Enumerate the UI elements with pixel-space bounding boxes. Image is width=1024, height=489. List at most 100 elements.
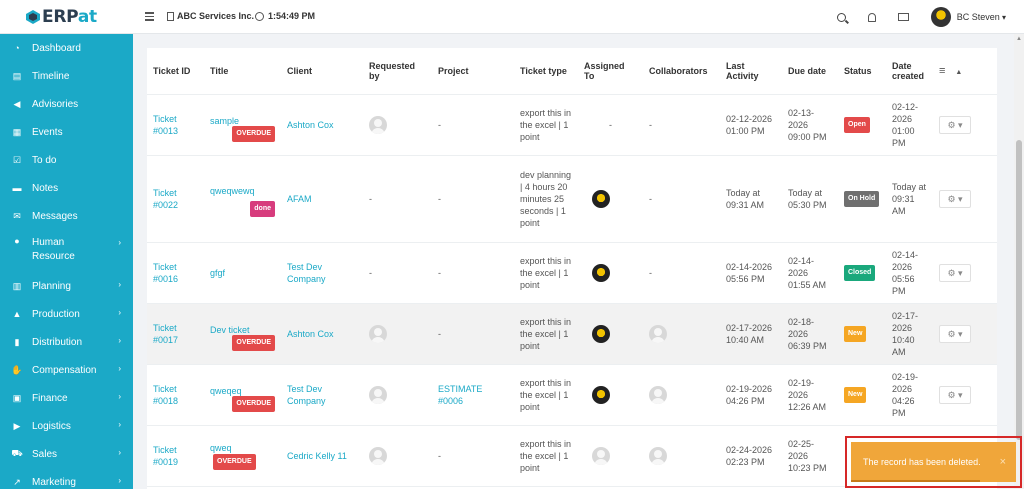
col-assigned-to[interactable]: Assigned To (578, 48, 643, 95)
avatar[interactable] (649, 446, 667, 465)
sidebar-item-marketing[interactable]: ↗ Marketing › (13, 476, 121, 488)
ticket-title-link[interactable]: Dev ticket (210, 324, 250, 335)
sidebar-item-distribution[interactable]: ▮ Distribution › (0, 328, 133, 356)
col-project[interactable]: Project (432, 48, 514, 95)
avatar[interactable] (592, 189, 610, 208)
sidebar-item-production[interactable]: ▲ Production › (12, 308, 121, 320)
sort-up-icon[interactable]: ▲ (955, 68, 963, 76)
flask-icon: ▲ (12, 309, 22, 319)
ticket-title-link[interactable]: qweqwewq (210, 185, 255, 196)
client-link[interactable]: AFAM (287, 193, 312, 204)
status-badge: Closed (844, 264, 876, 281)
col-ticket-type[interactable]: Ticket type (514, 48, 578, 95)
ticket-id-link[interactable]: Ticket #0013 (153, 113, 179, 136)
sidebar-item-advisories[interactable]: ◀ Advisories (13, 98, 79, 110)
avatar[interactable] (592, 385, 610, 404)
chevron-right-icon: › (118, 420, 121, 429)
scroll-up-icon[interactable]: ▲ (1016, 36, 1022, 42)
ticket-title-link[interactable]: gfgf (210, 267, 226, 278)
client-link[interactable]: Test Dev Company (287, 261, 326, 284)
ticket-title-link[interactable]: qweq (210, 442, 232, 453)
user-avatar[interactable] (930, 7, 951, 27)
col-status[interactable]: Status (838, 48, 886, 95)
sidebar-item-logistics[interactable]: ▶ Logistics › (13, 420, 121, 432)
company-selector[interactable]: ABC Services Inc. (167, 11, 254, 21)
ticket-id-link[interactable]: Ticket #0019 (153, 444, 179, 467)
col-collaborators[interactable]: Collaborators (643, 48, 720, 95)
sidebar-item-messages[interactable]: ✉ Messages (13, 210, 78, 222)
project-cell: - (432, 425, 514, 487)
client-link[interactable]: Test Dev Company (287, 383, 326, 406)
overdue-badge: OVERDUE (232, 334, 275, 351)
menu-toggle-icon[interactable] (145, 12, 154, 21)
avatar[interactable] (649, 324, 667, 343)
company-name: ABC Services Inc. (177, 11, 255, 21)
avatar[interactable] (369, 324, 387, 343)
row-options-button[interactable]: ⚙ ▾ (939, 115, 971, 134)
sidebar-item-dashboard[interactable]: ◔ Dashboard (0, 34, 133, 62)
ticket-title-link[interactable]: sample (210, 115, 240, 126)
col-ticket-id[interactable]: Ticket ID (147, 48, 204, 95)
sidebar-item-compensation[interactable]: ✋ Compensation › (11, 364, 121, 376)
sidebar-item-timeline[interactable]: ▤ Timeline (12, 70, 70, 82)
row-options-button[interactable]: ⚙ ▾ (939, 189, 971, 208)
client-link[interactable]: Ashton Cox (287, 328, 334, 339)
col-due-date[interactable]: Due date (782, 48, 838, 95)
ticket-id-link[interactable]: Ticket #0016 (153, 261, 179, 284)
row-options-button[interactable]: ⚙ ▾ (939, 263, 971, 282)
search-icon[interactable] (836, 12, 846, 22)
col-date-created[interactable]: Date created (886, 48, 933, 95)
avatar[interactable] (592, 446, 610, 465)
ticket-id-link[interactable]: Ticket #0022 (153, 187, 179, 210)
user-menu[interactable]: BC Steven (957, 12, 1006, 22)
sidebar-item-notes[interactable]: ▬ Notes (12, 182, 59, 194)
avatar[interactable] (369, 446, 387, 465)
clock: 1:54:49 PM (255, 11, 315, 21)
clock-icon (255, 11, 264, 21)
menu-icon[interactable]: ≡ (939, 64, 946, 77)
overdue-badge: OVERDUE (232, 395, 275, 412)
last-activity-cell: 02-24-2026 02:23 PM (720, 425, 782, 487)
gear-icon: ⚙ ▾ (947, 267, 963, 278)
table-row: Ticket #0018 qweqeq OVERDUE Test Dev Comp… (147, 364, 997, 426)
col-options: ≡ ▲ (933, 48, 997, 95)
sidebar-item-events[interactable]: ▦ Events (12, 126, 63, 138)
ticket-id-link[interactable]: Ticket #0018 (153, 383, 179, 406)
requested-by-cell: - (363, 242, 432, 304)
avatar[interactable] (649, 385, 667, 404)
mail-icon[interactable] (897, 13, 909, 21)
avatar[interactable] (592, 324, 610, 343)
sidebar-item-planning[interactable]: ▥ Planning › (12, 280, 121, 292)
bell-icon[interactable] (867, 12, 876, 22)
sidebar-item-sales[interactable]: ⛟ Sales › (11, 448, 121, 460)
sidebar-item-human-resource[interactable]: ● Human Resource › (0, 230, 133, 272)
close-icon[interactable]: × (999, 456, 1006, 468)
avatar[interactable] (369, 115, 387, 134)
scrollbar-thumb[interactable] (1016, 140, 1022, 440)
sidebar-item-todo[interactable]: ☑ To do (12, 154, 57, 166)
project-link[interactable]: ESTIMATE #0006 (438, 383, 483, 406)
checkbox-icon: ☑ (12, 154, 22, 165)
gear-icon: ⚙ ▾ (947, 119, 963, 130)
client-link[interactable]: Cedric Kelly 11 (287, 450, 347, 461)
date-created-cell: 02-12-2026 01:00 PM (886, 94, 933, 156)
app-logo[interactable]: ERPat (0, 0, 133, 34)
page-scrollbar[interactable]: ▲ (1014, 34, 1024, 489)
col-last-activity[interactable]: Last Activity (720, 48, 782, 95)
row-options-button[interactable]: ⚙ ▾ (939, 385, 971, 404)
calendar-icon: ▦ (12, 126, 22, 137)
avatar[interactable] (369, 385, 387, 404)
col-client[interactable]: Client (281, 48, 363, 95)
client-link[interactable]: Ashton Cox (287, 119, 334, 130)
project-cell: - (432, 303, 514, 365)
col-requested-by[interactable]: Requested by (363, 48, 432, 95)
chevron-right-icon: › (118, 280, 121, 289)
project-cell: - (432, 94, 514, 156)
sidebar-item-finance[interactable]: ▣ Finance › (12, 392, 121, 404)
gear-icon: ⚙ ▾ (947, 328, 963, 339)
ticket-title-link[interactable]: qweqeq (210, 385, 242, 396)
col-title[interactable]: Title (204, 48, 281, 95)
avatar[interactable] (592, 263, 610, 282)
row-options-button[interactable]: ⚙ ▾ (939, 324, 971, 343)
ticket-id-link[interactable]: Ticket #0017 (153, 322, 179, 345)
